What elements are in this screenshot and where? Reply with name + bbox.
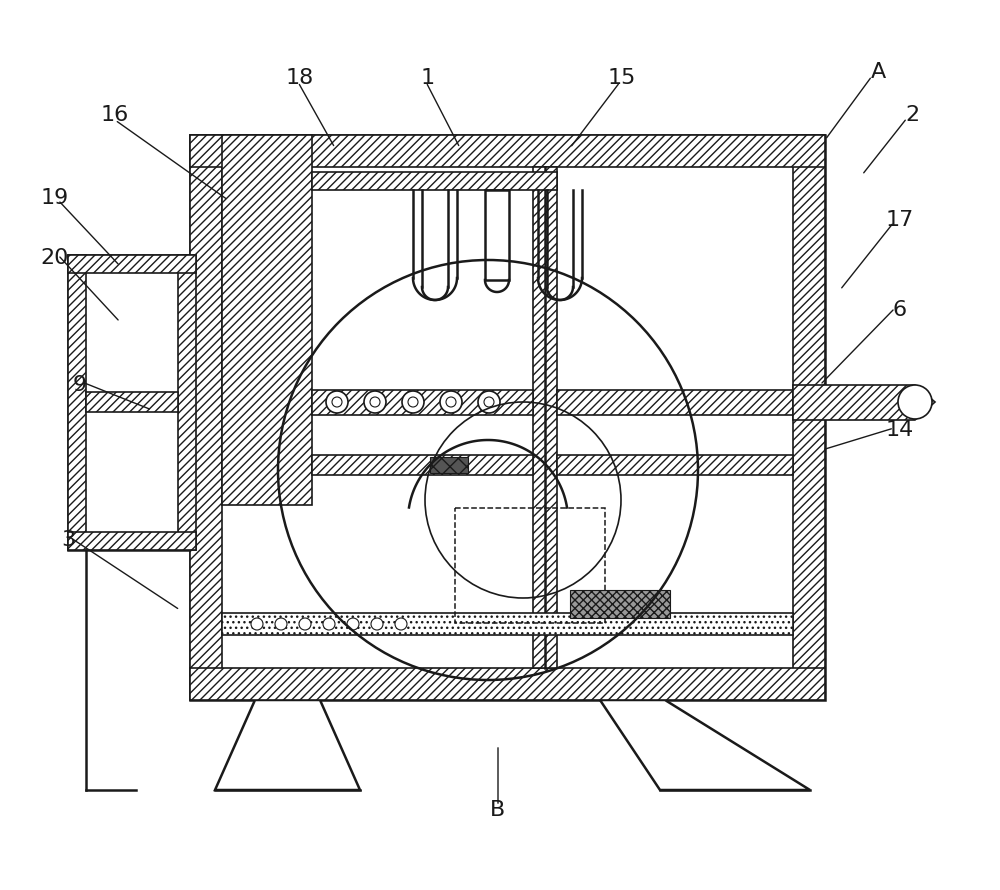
- Polygon shape: [793, 135, 825, 700]
- Circle shape: [347, 618, 359, 630]
- Polygon shape: [190, 135, 825, 167]
- Circle shape: [323, 618, 335, 630]
- Bar: [455, 508, 605, 623]
- Polygon shape: [793, 385, 935, 420]
- Circle shape: [275, 618, 287, 630]
- Circle shape: [326, 391, 348, 413]
- Polygon shape: [190, 135, 222, 700]
- Polygon shape: [178, 255, 196, 550]
- Text: 16: 16: [101, 105, 129, 125]
- Circle shape: [446, 397, 456, 407]
- Text: 19: 19: [41, 188, 69, 208]
- Circle shape: [332, 397, 342, 407]
- Circle shape: [484, 397, 494, 407]
- Polygon shape: [222, 135, 312, 505]
- Circle shape: [440, 391, 462, 413]
- Circle shape: [898, 385, 932, 419]
- Polygon shape: [312, 455, 533, 475]
- Circle shape: [370, 397, 380, 407]
- Text: A: A: [870, 62, 886, 82]
- Polygon shape: [190, 668, 825, 700]
- Text: 3: 3: [61, 530, 75, 550]
- Polygon shape: [557, 455, 793, 475]
- Text: 17: 17: [886, 210, 914, 230]
- Bar: [485, 190, 509, 280]
- Circle shape: [395, 618, 407, 630]
- Bar: [190, 135, 825, 700]
- Polygon shape: [215, 700, 360, 790]
- Polygon shape: [222, 613, 793, 635]
- Polygon shape: [68, 255, 86, 550]
- Text: 14: 14: [886, 420, 914, 440]
- Bar: [570, 590, 670, 618]
- Text: 9: 9: [73, 375, 87, 395]
- Polygon shape: [68, 532, 196, 550]
- Circle shape: [364, 391, 386, 413]
- Text: 6: 6: [893, 300, 907, 320]
- Polygon shape: [533, 167, 557, 668]
- Text: 15: 15: [608, 68, 636, 88]
- Polygon shape: [312, 390, 533, 415]
- Bar: [430, 457, 468, 473]
- Polygon shape: [86, 392, 178, 412]
- Bar: [68, 255, 196, 550]
- Polygon shape: [312, 172, 557, 190]
- Circle shape: [402, 391, 424, 413]
- Polygon shape: [600, 700, 810, 790]
- Text: 20: 20: [41, 248, 69, 268]
- Circle shape: [251, 618, 263, 630]
- Text: B: B: [490, 800, 506, 820]
- Text: 18: 18: [286, 68, 314, 88]
- Text: 1: 1: [421, 68, 435, 88]
- Text: 2: 2: [905, 105, 919, 125]
- Polygon shape: [557, 390, 793, 415]
- Circle shape: [371, 618, 383, 630]
- Polygon shape: [68, 255, 196, 273]
- Circle shape: [299, 618, 311, 630]
- Circle shape: [408, 397, 418, 407]
- Circle shape: [478, 391, 500, 413]
